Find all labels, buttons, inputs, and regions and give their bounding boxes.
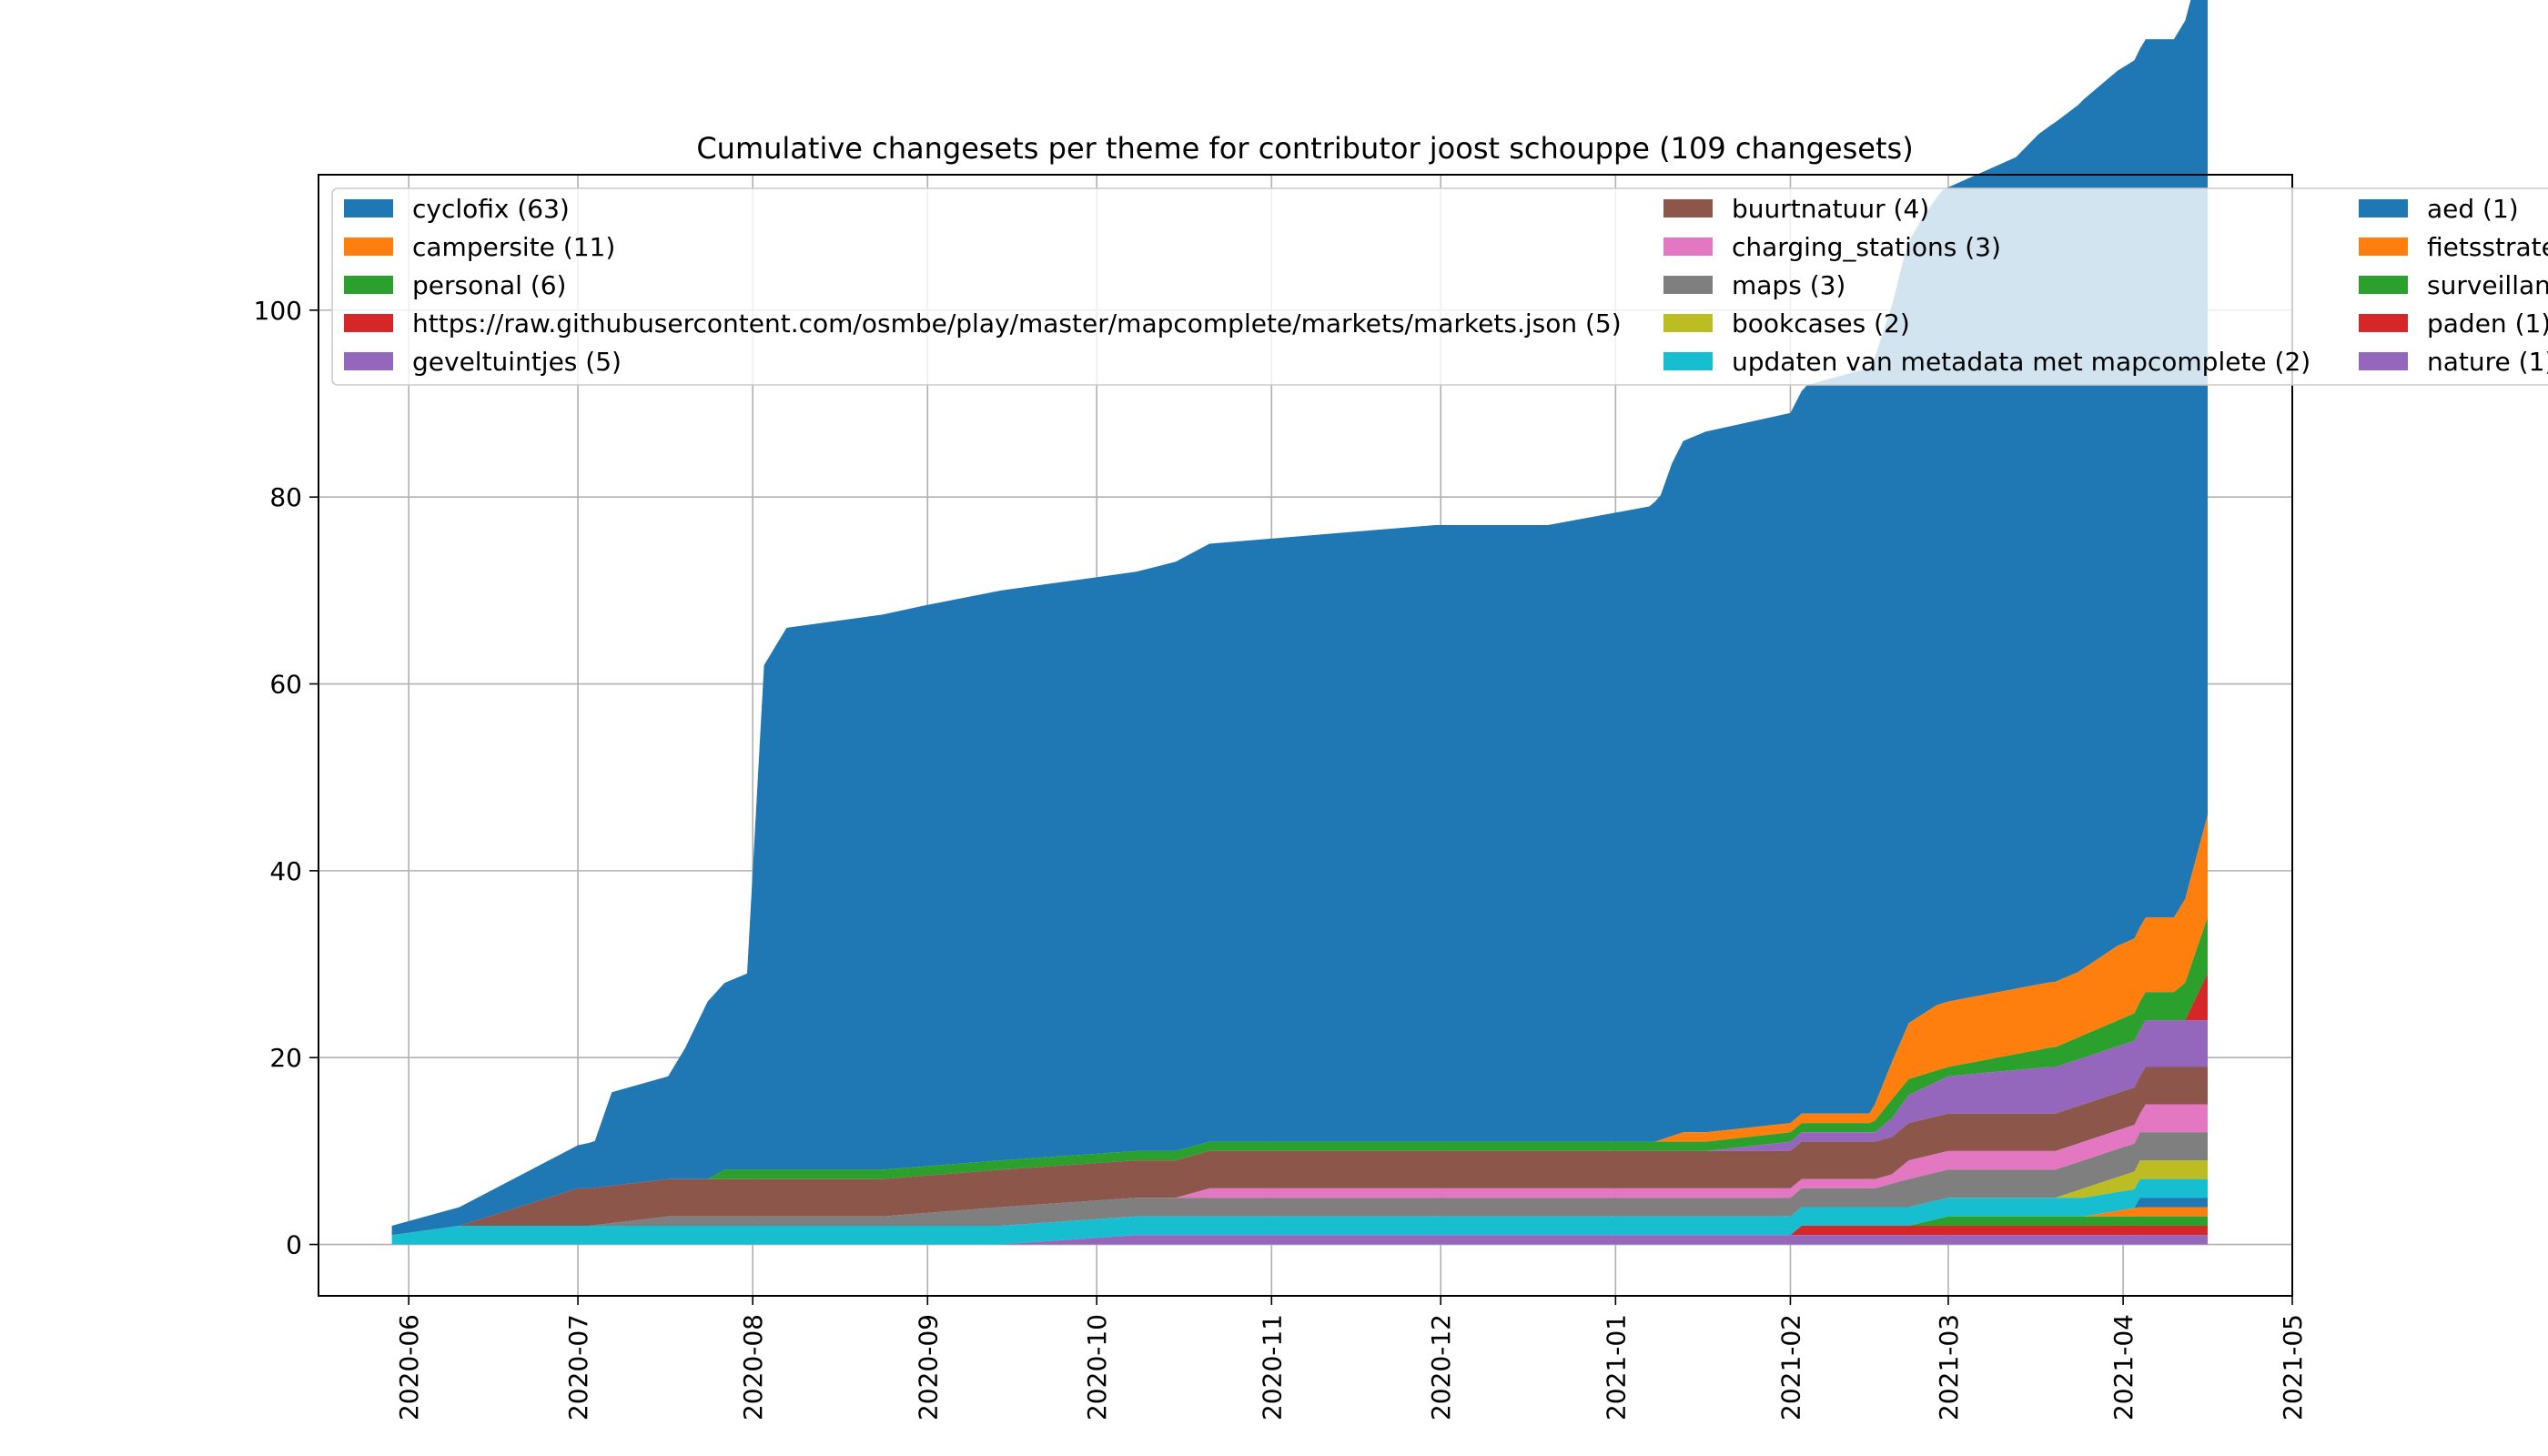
plot-areas — [391, 0, 2209, 1245]
legend-label: buurtnatuur (4) — [1732, 194, 1929, 224]
x-tick-label: 2021-01 — [1601, 1314, 1631, 1421]
legend-label: cyclofix (63) — [412, 194, 570, 224]
legend-swatch — [1663, 276, 1713, 294]
x-tick-label: 2020-06 — [394, 1314, 424, 1421]
y-tick-label: 60 — [269, 670, 302, 700]
area-series-7 — [391, 1132, 2209, 1236]
y-tick-label: 100 — [254, 296, 302, 326]
legend-swatch — [344, 314, 393, 332]
legend-label: paden (1) — [2427, 308, 2548, 339]
x-axis: 2020-06 2020-07 2020-08 2020-09 2020-10 2020-… — [394, 1296, 2308, 1421]
area-series-14 — [391, 1235, 2209, 1245]
x-tick-label: 2020-12 — [1426, 1314, 1456, 1421]
legend-label: updaten van metadata met mapcomplete (2) — [1732, 347, 2310, 377]
legend-swatch — [2359, 276, 2408, 294]
area-series-0 — [391, 0, 2208, 1236]
y-axis: 0 20 40 60 80 100 — [254, 296, 318, 1260]
area-series-9 — [391, 1178, 2209, 1245]
x-tick-label: 2020-07 — [563, 1314, 593, 1421]
area-series-13 — [391, 1226, 2209, 1245]
legend-swatch — [344, 276, 393, 294]
legend-label: bookcases (2) — [1732, 308, 1910, 339]
legend-label: fietsstrate — [2427, 232, 2548, 262]
legend-swatch — [1663, 352, 1713, 370]
legend-swatch — [2359, 199, 2408, 217]
legend-swatch — [344, 352, 393, 370]
legend-label: https://raw.githubusercontent.com/osmbe/… — [412, 308, 1622, 339]
y-tick-label: 0 — [286, 1230, 302, 1260]
y-tick-label: 80 — [269, 482, 302, 512]
legend-swatch — [1663, 314, 1713, 332]
x-tick-label: 2020-11 — [1257, 1314, 1287, 1421]
area-series-1 — [391, 814, 2209, 1236]
legend-swatch — [344, 238, 393, 256]
legend-label: aed (1) — [2427, 194, 2519, 224]
legend-label: personal (6) — [412, 270, 566, 300]
x-tick-label: 2021-05 — [2278, 1314, 2308, 1421]
legend-box — [331, 187, 2548, 386]
x-tick-label: 2021-02 — [1775, 1314, 1805, 1421]
y-tick-label: 20 — [269, 1043, 302, 1073]
x-tick-label: 2021-04 — [2108, 1314, 2138, 1421]
x-tick-label: 2020-08 — [738, 1314, 768, 1421]
x-tick-label: 2020-09 — [913, 1314, 943, 1421]
x-tick-label: 2020-10 — [1082, 1314, 1112, 1421]
legend-swatch — [344, 199, 393, 217]
legend-swatch — [2359, 238, 2408, 256]
legend-label: geveltuintjes (5) — [412, 347, 622, 377]
legend-swatch — [2359, 314, 2408, 332]
x-tick-label: 2021-03 — [1934, 1314, 1964, 1421]
area-series-5 — [391, 1067, 2209, 1236]
legend-label: campersite (11) — [412, 232, 615, 262]
legend: cyclofix (63) campersite (11) personal (6)… — [331, 187, 2548, 386]
legend-label: charging_stations (3) — [1732, 232, 2001, 262]
legend-swatch — [2359, 352, 2408, 370]
legend-swatch — [1663, 238, 1713, 256]
legend-swatch — [1663, 199, 1713, 217]
plot-frame — [318, 174, 2293, 1297]
legend-label: maps (3) — [1732, 270, 1845, 300]
area-series-12 — [391, 1216, 2209, 1245]
chart-title: Cumulative changesets per theme for cont… — [696, 131, 1913, 166]
legend-label: nature (1) — [2427, 347, 2548, 377]
y-tick-label: 40 — [269, 856, 302, 886]
legend-label: surveillan — [2427, 270, 2548, 300]
